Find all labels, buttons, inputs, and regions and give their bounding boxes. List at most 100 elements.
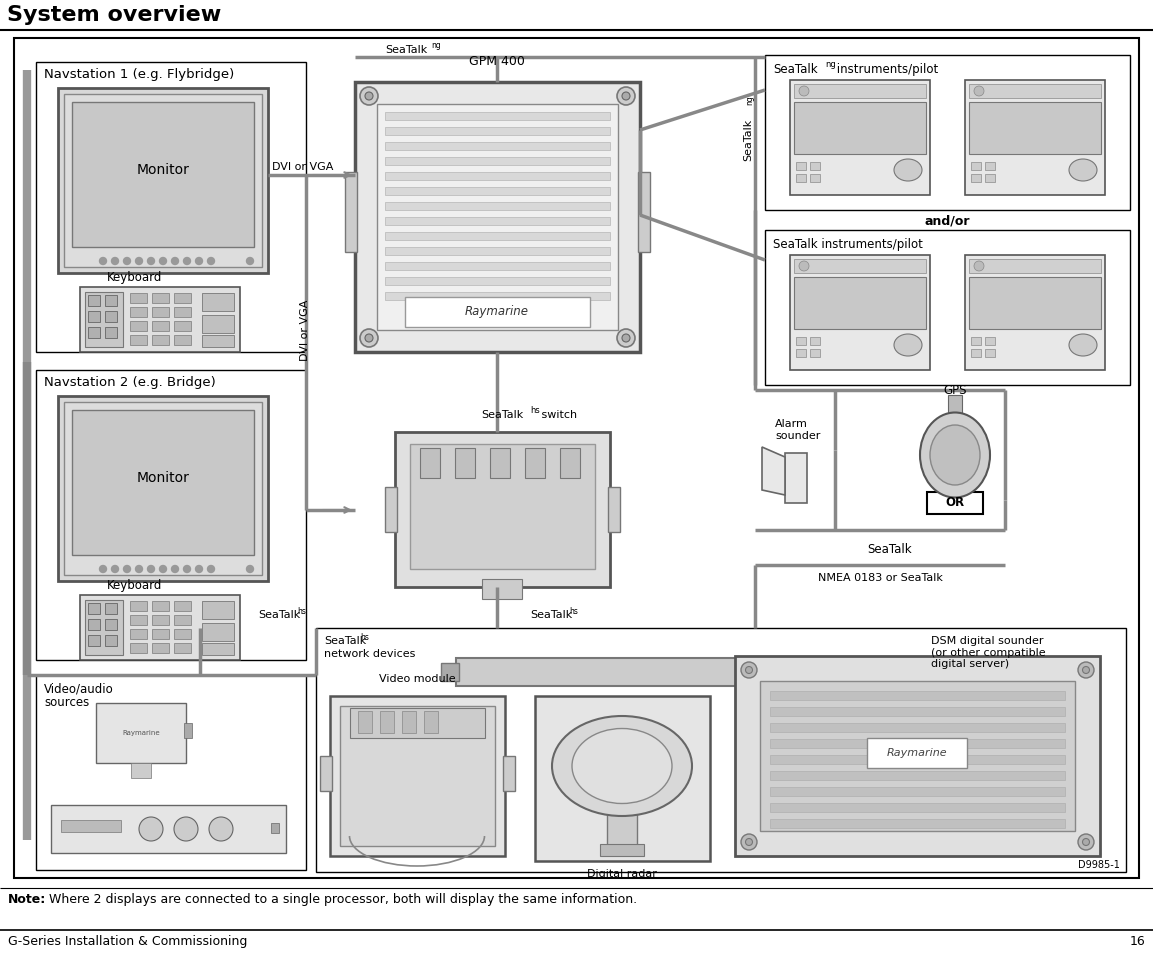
- Bar: [764, 230, 1130, 385]
- Text: Keyboard: Keyboard: [107, 579, 163, 592]
- Bar: [174, 643, 191, 653]
- Bar: [525, 448, 545, 478]
- Bar: [130, 643, 146, 653]
- Text: GPS: GPS: [943, 384, 966, 397]
- Bar: [174, 307, 191, 317]
- Bar: [794, 84, 926, 98]
- Bar: [770, 739, 1065, 748]
- Bar: [894, 663, 911, 681]
- Circle shape: [148, 257, 155, 265]
- Bar: [152, 321, 169, 331]
- Bar: [385, 277, 610, 285]
- Bar: [152, 643, 169, 653]
- Circle shape: [183, 257, 190, 265]
- Bar: [965, 80, 1105, 195]
- Text: Video module: Video module: [378, 674, 455, 684]
- Bar: [764, 55, 1130, 210]
- Bar: [424, 711, 438, 733]
- Bar: [734, 656, 1100, 856]
- Bar: [340, 706, 495, 846]
- Circle shape: [247, 565, 254, 572]
- Text: NMEA 0183 or SeaTalk: NMEA 0183 or SeaTalk: [817, 573, 942, 583]
- Bar: [385, 292, 610, 300]
- Bar: [202, 601, 234, 619]
- Text: ng: ng: [826, 60, 836, 69]
- Text: SeaTalk: SeaTalk: [258, 610, 300, 620]
- Ellipse shape: [1069, 159, 1097, 181]
- Bar: [811, 162, 820, 170]
- Circle shape: [360, 87, 378, 105]
- Circle shape: [621, 334, 630, 342]
- Bar: [14, 38, 1139, 878]
- Bar: [770, 771, 1065, 780]
- Bar: [790, 80, 930, 195]
- Polygon shape: [762, 447, 785, 495]
- Circle shape: [196, 565, 203, 572]
- Bar: [202, 335, 234, 347]
- Bar: [385, 112, 610, 120]
- Bar: [770, 787, 1065, 796]
- Bar: [385, 142, 610, 150]
- Bar: [971, 174, 981, 182]
- Text: DVI or VGA: DVI or VGA: [272, 162, 333, 172]
- Bar: [380, 711, 394, 733]
- Text: hs: hs: [530, 406, 540, 415]
- Bar: [202, 623, 234, 641]
- Bar: [503, 756, 515, 791]
- Circle shape: [1083, 666, 1090, 673]
- Bar: [969, 277, 1101, 329]
- Bar: [36, 370, 306, 660]
- Text: Where 2 displays are connected to a single processor, both will display the same: Where 2 displays are connected to a sing…: [42, 893, 638, 906]
- Text: hs: hs: [297, 607, 306, 616]
- Circle shape: [1078, 834, 1094, 850]
- Circle shape: [136, 257, 143, 265]
- Text: SeaTalk: SeaTalk: [385, 45, 428, 55]
- Bar: [385, 157, 610, 165]
- Circle shape: [366, 92, 374, 100]
- Bar: [345, 172, 357, 252]
- Bar: [71, 410, 254, 555]
- Bar: [770, 723, 1065, 732]
- Bar: [638, 172, 650, 252]
- Bar: [377, 104, 618, 330]
- Circle shape: [159, 565, 166, 572]
- Bar: [80, 595, 240, 660]
- Bar: [770, 819, 1065, 828]
- Circle shape: [974, 86, 984, 96]
- Text: Digital radar: Digital radar: [587, 869, 657, 879]
- Text: instruments/pilot: instruments/pilot: [832, 63, 939, 76]
- Bar: [410, 444, 595, 569]
- Text: SeaTalk: SeaTalk: [324, 636, 367, 646]
- Bar: [608, 487, 620, 532]
- Bar: [80, 287, 240, 352]
- Circle shape: [99, 257, 106, 265]
- Text: network devices: network devices: [324, 649, 415, 659]
- Bar: [385, 262, 610, 270]
- Bar: [971, 337, 981, 345]
- Bar: [385, 202, 610, 210]
- Bar: [351, 708, 485, 738]
- Bar: [152, 307, 169, 317]
- Text: Navstation 2 (e.g. Bridge): Navstation 2 (e.g. Bridge): [44, 376, 216, 389]
- Circle shape: [746, 839, 753, 846]
- Bar: [796, 162, 806, 170]
- Bar: [600, 844, 645, 856]
- Ellipse shape: [1069, 334, 1097, 356]
- Bar: [535, 696, 710, 861]
- Bar: [51, 805, 286, 853]
- Bar: [105, 619, 116, 630]
- Bar: [796, 349, 806, 357]
- Text: SeaTalk instruments/pilot: SeaTalk instruments/pilot: [773, 238, 922, 251]
- Text: hs: hs: [360, 633, 369, 642]
- Bar: [385, 127, 610, 135]
- Circle shape: [209, 817, 233, 841]
- Bar: [174, 629, 191, 639]
- Text: Navstation 1 (e.g. Flybridge): Navstation 1 (e.g. Flybridge): [44, 68, 234, 81]
- Bar: [420, 448, 440, 478]
- Bar: [105, 311, 116, 322]
- Circle shape: [208, 565, 214, 572]
- Text: GPM 400: GPM 400: [469, 55, 525, 68]
- Bar: [796, 337, 806, 345]
- Text: Raymarine: Raymarine: [122, 730, 160, 736]
- Bar: [971, 162, 981, 170]
